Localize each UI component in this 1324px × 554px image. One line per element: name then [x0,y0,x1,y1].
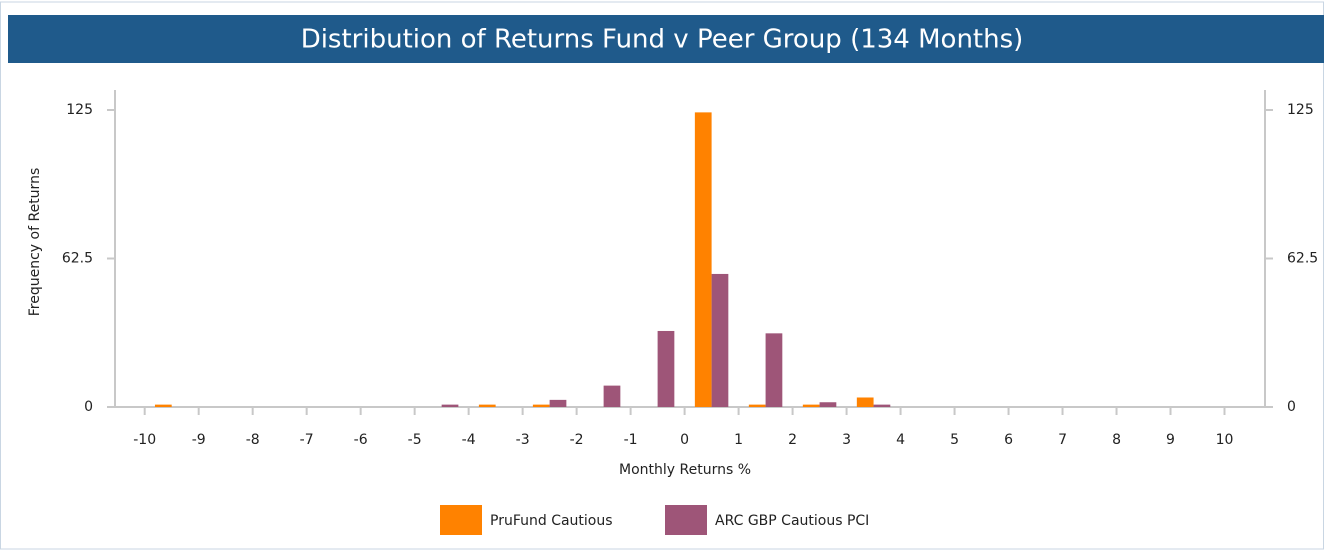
bar [748,404,766,407]
bar [154,404,172,407]
title-bar [8,15,1324,63]
y-tick-label: 62.5 [62,251,93,267]
y2-tick-label: 0 [1287,399,1296,415]
bar [819,402,837,407]
legend-label[interactable]: PruFund Cautious [490,513,613,529]
bar [441,404,459,407]
x-tick-label: 2 [788,432,797,448]
x-tick-label: -3 [516,432,530,448]
bar [694,112,712,407]
bar [657,330,675,407]
chart-title: Distribution of Returns Fund v Peer Grou… [301,25,1024,55]
bar [478,404,496,407]
x-tick-label: -10 [133,432,156,448]
x-tick-label: 8 [1112,432,1121,448]
bar [603,385,621,407]
x-tick-label: -9 [192,432,206,448]
y2-tick-label: 62.5 [1287,251,1318,267]
x-tick-label: 7 [1058,432,1067,448]
bar [711,273,729,407]
bar [873,404,891,407]
legend-label[interactable]: ARC GBP Cautious PCI [715,513,869,529]
x-tick-label: 10 [1216,432,1234,448]
x-tick-label: 3 [842,432,851,448]
x-tick-label: -1 [624,432,638,448]
bar [765,333,783,407]
x-axis-title: Monthly Returns % [619,462,751,478]
x-tick-label: -5 [408,432,422,448]
y2-tick-label: 125 [1287,102,1314,118]
bar [549,399,567,407]
x-tick-label: 6 [1004,432,1013,448]
x-tick-label: 0 [680,432,689,448]
x-tick-label: 5 [950,432,959,448]
bar [856,397,874,407]
x-tick-label: -8 [246,432,260,448]
x-tick-label: -6 [354,432,368,448]
y-axis-title: Frequency of Returns [27,168,43,316]
y-tick-label: 0 [84,399,93,415]
legend-swatch[interactable] [440,505,482,535]
bar [532,404,550,407]
x-tick-label: 1 [734,432,743,448]
x-tick-label: 4 [896,432,905,448]
x-tick-label: -7 [300,432,314,448]
legend-swatch[interactable] [665,505,707,535]
y-tick-label: 125 [66,102,93,118]
x-tick-label: -4 [462,432,476,448]
x-tick-label: 9 [1166,432,1175,448]
bar [802,404,820,407]
x-tick-label: -2 [570,432,584,448]
